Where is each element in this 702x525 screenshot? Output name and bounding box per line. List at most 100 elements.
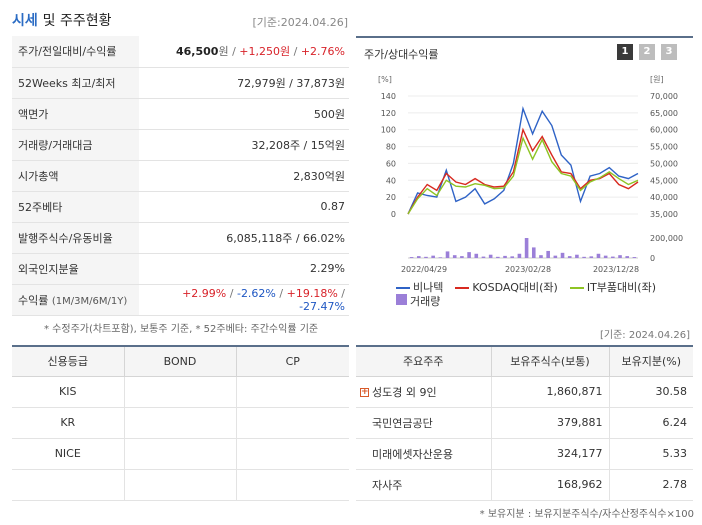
x-tick-label: 2022/04/29 (401, 265, 447, 274)
x-tick-label: 2023/02/28 (505, 265, 551, 274)
legend-item-kosdaq: KOSDAQ대비(좌) (455, 279, 558, 295)
credit-header: BOND (123, 346, 236, 377)
price-change: +1,250원 (239, 45, 291, 59)
left-unit: [%] (378, 75, 392, 84)
volume-bar (539, 255, 543, 258)
volume-bar (481, 256, 486, 258)
section-title: 시세 및 주주현황 (12, 10, 112, 30)
volume-bar (431, 255, 435, 258)
table-cell: KIS (12, 376, 124, 408)
beta-row: 52주베타 0.87 (12, 191, 349, 223)
table-cell (235, 376, 349, 408)
volume-tick-label: 200,000 (650, 234, 683, 243)
left-tick-label: 120 (381, 109, 396, 118)
beta-label: 52주베타 (12, 191, 139, 223)
left-tick-label: 60 (386, 159, 396, 168)
shareholder-name: 자사주 (356, 469, 491, 501)
chart-tabs: 1 2 3 (617, 44, 677, 60)
volume-bar (560, 252, 565, 258)
volume-bar (503, 255, 507, 258)
return-value: +2.99% / -2.62% / +19.18% / -27.47% (139, 284, 349, 316)
left-tick-label: 20 (386, 193, 396, 202)
volume-bar (488, 254, 493, 258)
shares-row: 발행주식수/유동비율 6,085,118주 / 66.02% (12, 222, 349, 254)
mcap-row: 시가총액 2,830억원 (12, 160, 349, 192)
right-tick-label: 45,000 (650, 176, 678, 185)
volume-bar (567, 256, 572, 258)
right-tick-label: 65,000 (650, 109, 678, 118)
ret-1m: +2.99% (182, 286, 227, 300)
volume-bar (632, 257, 637, 258)
major-header: 보유주식수(보통) (490, 346, 609, 377)
w52-value: 72,979원 / 37,873원 (139, 67, 349, 99)
foreign-value: 2.29% (139, 253, 349, 285)
table-row: NICE (12, 438, 349, 470)
table-row: 자사주 168,962 2.78 (356, 469, 693, 501)
shares-value: 6,085,118주 / 66.02% (139, 222, 349, 254)
par-row: 액면가 500원 (12, 98, 349, 130)
mcap-value: 2,830억원 (139, 160, 349, 192)
chart-tab-2[interactable]: 2 (639, 44, 655, 60)
shareholder-label: 자사주 (372, 478, 403, 492)
holding-pct: 6.24 (608, 407, 693, 439)
par-value: 500원 (139, 98, 349, 130)
volume-bar (445, 251, 450, 258)
volume-value: 32,208주 / 15억원 (139, 129, 349, 161)
chart-tab-1[interactable]: 1 (617, 44, 633, 60)
volume-row: 거래량/거래대금 32,208주 / 15억원 (12, 129, 349, 161)
shareholder-name[interactable]: + 성도경 외 9인 (356, 376, 491, 408)
chart-legend: 비나텍 KOSDAQ대비(좌) IT부품대비(좌) 거래량 (396, 280, 664, 308)
price-label: 주가/전일대비/수익률 (12, 36, 139, 68)
w52-row: 52Weeks 최고/최저 72,979원 / 37,873원 (12, 67, 349, 99)
price-change-pct: +2.76% (300, 45, 345, 59)
table-cell (123, 376, 236, 408)
volume-bar (510, 256, 515, 258)
holding-pct: 30.58 (608, 376, 693, 408)
shares-held: 379,881 (490, 407, 609, 439)
table-row: KIS (12, 376, 349, 408)
series-line-2 (407, 135, 639, 215)
shares-held: 168,962 (490, 469, 609, 501)
chart-panel: 주가/상대수익률 1 2 3 [%] [원] 140 70,000 120 65,000 1… (356, 36, 693, 314)
series-line-0 (407, 105, 639, 215)
mcap-label: 시가총액 (12, 160, 139, 192)
table-row: 미래에셋자산운용 324,177 5.33 (356, 438, 693, 470)
volume-bar (524, 238, 529, 258)
legend-item-stock: 비나텍 (396, 279, 443, 295)
chart-tab-3[interactable]: 3 (661, 44, 677, 60)
right-tick-label: 50,000 (650, 159, 678, 168)
table-row: 국민연금공단 379,881 6.24 (356, 407, 693, 439)
table-row: + 성도경 외 9인 1,860,871 30.58 (356, 376, 693, 408)
shareholder-name: 미래에셋자산운용 (356, 438, 491, 470)
volume-bar (517, 253, 522, 258)
right-tick-label: 55,000 (650, 143, 678, 152)
table-cell (123, 407, 236, 439)
table-cell (123, 469, 236, 501)
price-value: 46,500원 / +1,250원 / +2.76% (139, 36, 349, 68)
expand-icon[interactable]: + (360, 386, 369, 397)
volume-bar (553, 255, 558, 258)
credit-header: 신용등급 (12, 346, 124, 377)
volume-bar (611, 256, 615, 258)
volume-bar (416, 256, 421, 258)
right-tick-label: 70,000 (650, 92, 678, 101)
return-row: 수익률 (1M/3M/6M/1Y) +2.99% / -2.62% / +19.… (12, 284, 349, 316)
credit-header: CP (235, 346, 349, 377)
volume-bar (467, 252, 471, 258)
volume-bar (474, 253, 479, 258)
volume-bar (531, 247, 536, 258)
volume-bar (603, 255, 608, 258)
table-cell (12, 469, 124, 501)
shareholder-name: 국민연금공단 (356, 407, 491, 439)
left-tick-label: 40 (386, 176, 396, 185)
return-label: 수익률 (1M/3M/6M/1Y) (12, 284, 139, 316)
volume-label: 거래량/거래대금 (12, 129, 139, 161)
credit-table: 신용등급 BOND CP KIS KR NICE (12, 345, 349, 501)
volume-bar (496, 256, 500, 258)
volume-bar (452, 255, 457, 258)
ret-6m: +19.18% (286, 286, 338, 300)
legend-item-it: IT부품대비(좌) (569, 279, 656, 295)
table-row: KR (12, 407, 349, 439)
beta-value: 0.87 (139, 191, 349, 223)
title-accent: 시세 (12, 13, 38, 29)
